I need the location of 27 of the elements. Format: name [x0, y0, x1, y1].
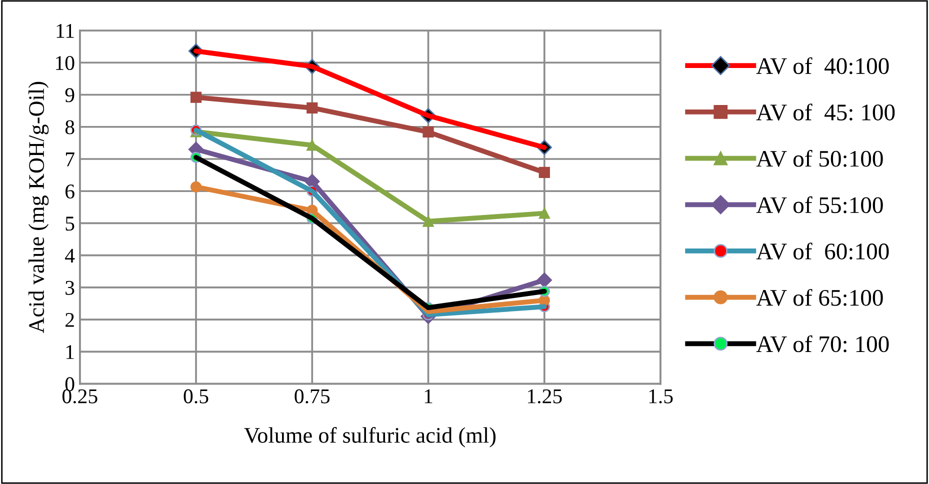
x-tick-label: 1.25 — [528, 389, 562, 404]
y-tick-label: 3 — [66, 280, 74, 295]
x-tick-label: 1 — [424, 389, 432, 404]
legend-label: AV of 50:100 — [756, 150, 883, 167]
legend-label: AV of 40:100 — [756, 57, 889, 74]
x-tick-label: 1.5 — [649, 389, 673, 404]
y-tick-label: 1 — [66, 345, 74, 359]
x-axis-title: Volume of sulfuric acid (ml) — [244, 427, 496, 448]
legend-label: AV of 70: 100 — [756, 335, 889, 352]
y-axis-title: Acid value (mg KOH/g-Oil) — [28, 82, 49, 334]
y-tick-label: 2 — [66, 313, 74, 327]
y-tick-label: 10 — [56, 56, 74, 70]
legend-label: AV of 60:100 — [756, 242, 889, 260]
y-tick-label: 8 — [65, 120, 74, 134]
y-tick-label: 9 — [65, 88, 74, 102]
legend-label: AV of 55:100 — [756, 196, 883, 214]
y-tick-label: 0 — [65, 377, 74, 392]
legend-label: AV of 65:100 — [756, 288, 883, 306]
y-tick-label: 4 — [65, 248, 75, 263]
x-tick-label: 0.5 — [184, 389, 208, 404]
x-tick-label: 0.25 — [62, 389, 98, 404]
y-tick-label: 6 — [66, 184, 74, 199]
y-tick-label: 5 — [66, 216, 74, 231]
legend-label: AV of 45: 100 — [756, 104, 895, 121]
y-tick-label: 7 — [66, 152, 74, 166]
y-tick-label: 11 — [56, 24, 74, 38]
x-tick-label: 0.75 — [294, 389, 330, 404]
